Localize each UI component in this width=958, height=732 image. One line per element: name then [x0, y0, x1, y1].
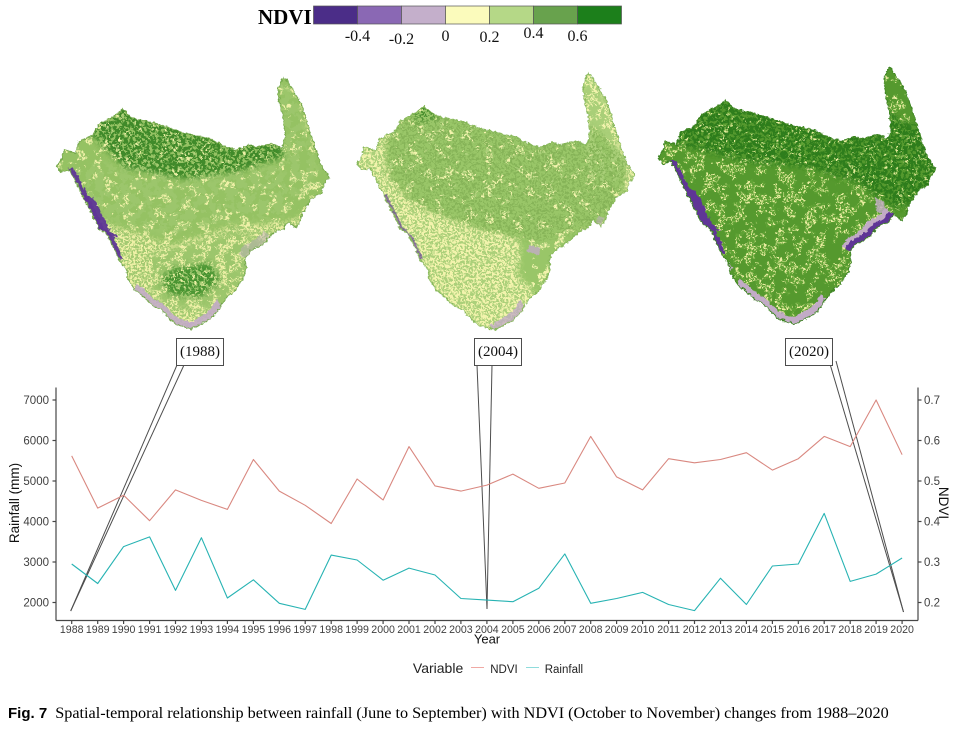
svg-text:0.4: 0.4 — [524, 25, 544, 42]
svg-text:2016: 2016 — [787, 624, 811, 636]
svg-text:2000: 2000 — [23, 597, 49, 609]
svg-text:Rainfall (mm): Rainfall (mm) — [7, 463, 22, 543]
svg-text:1995: 1995 — [242, 624, 266, 636]
svg-text:2014: 2014 — [735, 624, 759, 636]
svg-text:NDVI: NDVI — [936, 487, 951, 519]
svg-text:2010: 2010 — [631, 624, 655, 636]
svg-text:4000: 4000 — [23, 516, 49, 528]
svg-text:1999: 1999 — [345, 624, 369, 636]
svg-text:5000: 5000 — [23, 476, 49, 488]
svg-text:2005: 2005 — [501, 624, 525, 636]
svg-text:0: 0 — [442, 28, 450, 45]
svg-text:1996: 1996 — [268, 624, 292, 636]
svg-text:1994: 1994 — [216, 624, 240, 636]
svg-text:0.6: 0.6 — [568, 28, 588, 45]
svg-text:0.5: 0.5 — [924, 476, 940, 488]
svg-text:0.2: 0.2 — [480, 29, 500, 46]
svg-text:NDVI: NDVI — [258, 5, 312, 29]
svg-text:1993: 1993 — [190, 624, 214, 636]
svg-text:1992: 1992 — [164, 624, 188, 636]
svg-text:2020: 2020 — [890, 624, 914, 636]
svg-text:2007: 2007 — [553, 624, 577, 636]
svg-text:2001: 2001 — [397, 624, 421, 636]
svg-text:-0.4: -0.4 — [345, 28, 370, 45]
svg-text:0.3: 0.3 — [924, 557, 940, 569]
svg-text:2019: 2019 — [864, 624, 888, 636]
svg-text:2011: 2011 — [657, 624, 680, 636]
svg-text:2002: 2002 — [423, 624, 447, 636]
svg-text:1991: 1991 — [138, 624, 162, 636]
svg-text:0.2: 0.2 — [924, 597, 940, 609]
svg-text:6000: 6000 — [23, 435, 49, 447]
svg-text:2004: 2004 — [475, 624, 499, 636]
svg-text:2013: 2013 — [709, 624, 733, 636]
svg-text:3000: 3000 — [23, 557, 49, 569]
svg-text:2000: 2000 — [371, 624, 395, 636]
svg-text:Year: Year — [474, 632, 501, 647]
svg-text:2015: 2015 — [761, 624, 785, 636]
svg-text:1989: 1989 — [86, 624, 110, 636]
svg-text:2009: 2009 — [605, 624, 629, 636]
svg-text:0.6: 0.6 — [924, 435, 940, 447]
svg-text:-0.2: -0.2 — [389, 31, 414, 48]
svg-text:0.4: 0.4 — [924, 516, 941, 528]
svg-text:2006: 2006 — [527, 624, 551, 636]
svg-text:2017: 2017 — [812, 624, 836, 636]
svg-text:1998: 1998 — [319, 624, 343, 636]
svg-text:1988: 1988 — [60, 624, 84, 636]
svg-text:1997: 1997 — [293, 624, 317, 636]
svg-text:1990: 1990 — [112, 624, 136, 636]
svg-text:0.7: 0.7 — [924, 395, 940, 407]
svg-text:2012: 2012 — [683, 624, 707, 636]
svg-text:2008: 2008 — [579, 624, 603, 636]
svg-text:2018: 2018 — [838, 624, 862, 636]
svg-text:2003: 2003 — [449, 624, 473, 636]
svg-text:7000: 7000 — [23, 395, 49, 407]
